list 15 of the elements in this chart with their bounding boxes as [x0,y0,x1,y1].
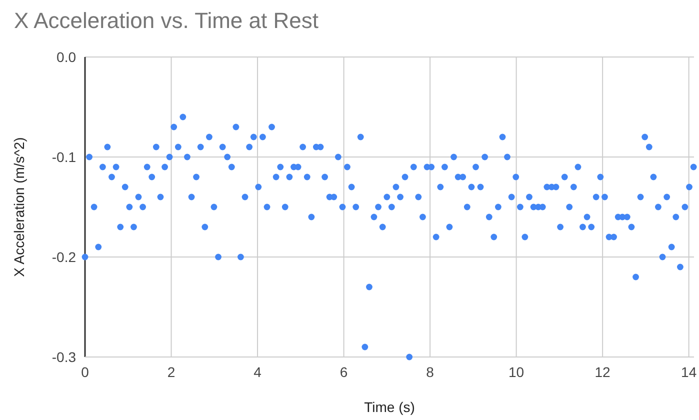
x-tick-label: 6 [340,364,348,380]
y-tick-label: -0.2 [52,249,76,265]
x-tick-label: 12 [594,364,611,380]
chart-title: X Acceleration vs. Time at Rest [14,8,318,33]
y-tick-label: -0.1 [52,149,76,165]
y-tick-label: -0.3 [52,349,76,365]
x-tick-label: 0 [81,364,90,380]
y-axis-title: X Acceleration (m/s^2) [11,137,27,277]
x-tick-label: 2 [167,364,176,380]
y-tick-label: 0.0 [56,49,76,65]
x-tick-label: 14 [681,364,697,380]
x-tick-label: 4 [254,364,262,380]
x-tick-label: 10 [508,364,524,380]
x-axis-title: Time (s) [364,399,415,415]
x-tick-label: 8 [426,364,434,380]
